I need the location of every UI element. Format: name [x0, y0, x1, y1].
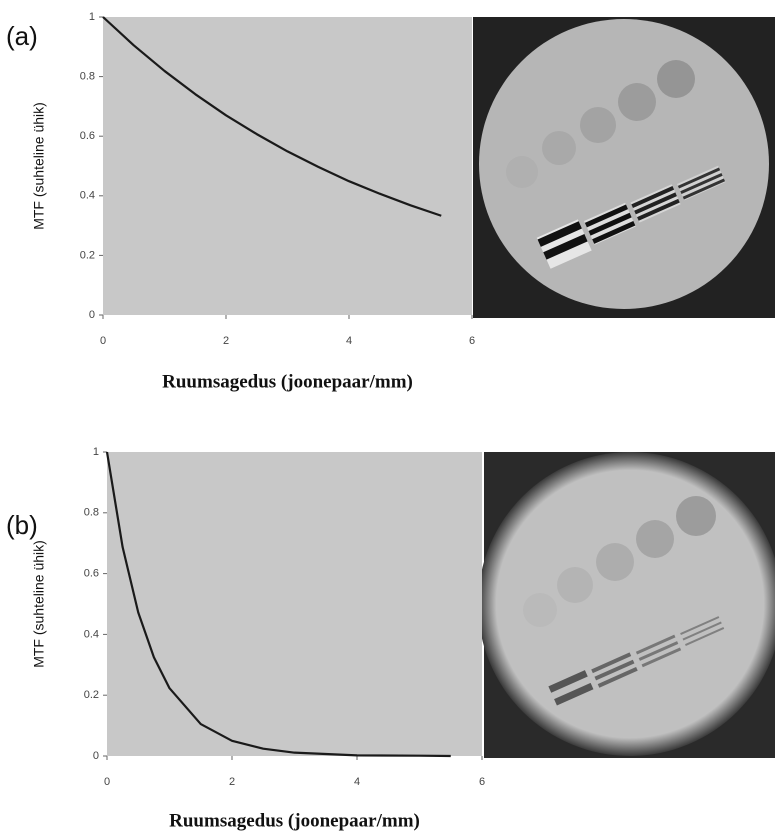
panel-label: (b): [6, 510, 38, 540]
y-tick-label: 0.4: [84, 628, 99, 640]
x-tick-label: 2: [223, 335, 229, 347]
x-tick-label: 6: [469, 335, 475, 347]
y-tick-label: 0: [93, 750, 99, 762]
x-axis-label: Ruumsagedus (joonepaar/mm): [162, 371, 413, 392]
figure: 0 0.2 0.4 0.6 0.8 1 0 2 4 6 (a) MTF (suhteline ühik…: [0, 0, 775, 836]
x-tick-label: 4: [346, 335, 352, 347]
x-tick-label: 2: [229, 776, 235, 788]
y-tick-label: 0: [89, 309, 95, 321]
panel-label: (a): [6, 21, 38, 51]
x-tick-label: 0: [100, 335, 106, 347]
y-tick-label: 0.2: [80, 249, 95, 261]
y-tick-label: 0.6: [80, 130, 95, 142]
y-tick-label: 0.8: [80, 71, 95, 83]
phantom-image-b: [478, 452, 775, 758]
y-tick-label: 0.4: [80, 190, 95, 202]
x-tick-label: 4: [354, 776, 360, 788]
y-tick-label: 0.2: [84, 689, 99, 701]
y-tick-label: 1: [89, 11, 95, 23]
y-tick-label: 1: [93, 446, 99, 458]
x-tick-label: 0: [104, 776, 110, 788]
y-axis-label: MTF (suhteline ühik): [31, 102, 47, 230]
y-tick-label: 0.8: [84, 507, 99, 519]
plot-area: [107, 452, 482, 756]
plot-area: [103, 17, 472, 315]
y-axis-label: MTF (suhteline ühik): [31, 540, 47, 668]
x-axis-label: Ruumsagedus (joonepaar/mm): [169, 810, 420, 831]
phantom-image-a: [473, 17, 775, 318]
x-tick-label: 6: [479, 776, 485, 788]
y-tick-label: 0.6: [84, 568, 99, 580]
